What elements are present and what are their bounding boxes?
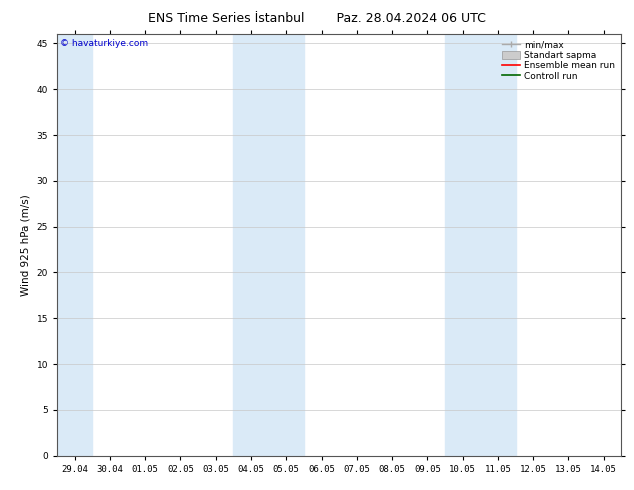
Text: ENS Time Series İstanbul        Paz. 28.04.2024 06 UTC: ENS Time Series İstanbul Paz. 28.04.2024…	[148, 12, 486, 25]
Text: © havaturkiye.com: © havaturkiye.com	[60, 39, 148, 48]
Bar	[57, 34, 93, 456]
Legend: min/max, Standart sapma, Ensemble mean run, Controll run: min/max, Standart sapma, Ensemble mean r…	[500, 39, 617, 82]
Bar	[233, 34, 304, 456]
Y-axis label: Wind 925 hPa (m/s): Wind 925 hPa (m/s)	[21, 194, 31, 296]
Bar	[445, 34, 515, 456]
